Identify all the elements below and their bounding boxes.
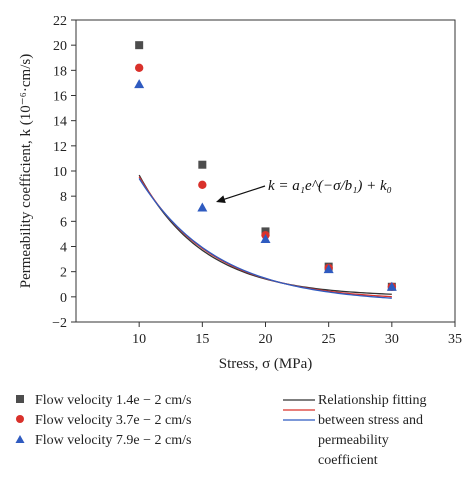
y-tick-label: 22 [53,14,67,29]
y-tick-label: 2 [60,266,67,281]
y-axis: −2 0 2 4 6 8 10 12 14 16 18 20 22 [52,14,76,331]
data-point-series-2 [134,63,144,73]
fit-curves [138,174,392,299]
y-tick-label: 16 [53,90,67,105]
chart: 10 15 20 25 30 35 −2 0 2 4 6 8 10 12 14 16 18 20 22 k = a… [18,14,462,372]
x-tick-label: 10 [132,332,146,347]
annotation-arrow [222,185,266,201]
fit-curve-3 [138,178,392,299]
y-tick-label: 18 [53,64,67,79]
x-tick-label: 35 [448,332,462,347]
legend-label-1: Flow velocity 1.4e − 2 cm/s [35,393,192,408]
y-tick-label: 0 [60,291,67,306]
y-tick-label: 14 [53,115,67,130]
y-tick-label: 10 [53,165,67,180]
data-point-series-1 [135,41,144,50]
x-tick-label: 15 [195,332,209,347]
fit-legend-line-text-4: coefficient [318,453,378,468]
legend: Flow velocity 1.4e − 2 cm/s Flow velocit… [0,388,474,478]
square-marker-icon [15,392,25,409]
y-tick-label: 12 [53,140,67,155]
x-tick-label: 30 [385,332,399,347]
legend-label-3: Flow velocity 7.9e − 2 cm/s [35,433,192,448]
data-point-series-2 [198,180,207,190]
fit-legend-lines [283,399,315,421]
data-point-series-1 [198,160,207,169]
data-point-series-3 [386,281,397,291]
plot-area-frame [75,19,456,323]
circle-marker-icon [15,412,25,429]
y-axis-title: Permeability coefficient, k (10⁻⁶·cm/s) [18,54,34,288]
fit-legend-line-text-3: permeability [318,433,389,448]
legend-label-2: Flow velocity 3.7e − 2 cm/s [35,413,192,428]
y-tick-label: 4 [60,241,67,256]
legend-item-3: Flow velocity 7.9e − 2 cm/s [15,432,191,449]
data-point-series-3 [134,79,145,89]
plot-frame [75,19,456,323]
legend-item-1: Flow velocity 1.4e − 2 cm/s [15,392,191,409]
x-axis: 10 15 20 25 30 35 [132,322,462,347]
fit-legend-line-text-2: between stress and [318,413,423,428]
annotation: k = a₁e^(−σ/b₁) + k₀ [216,178,392,204]
y-tick-label: 20 [53,39,67,54]
x-axis-title: Stress, σ (MPa) [219,356,313,372]
fit-equation: k = a₁e^(−σ/b₁) + k₀ [268,178,392,194]
data-point-series-3 [323,264,334,274]
fit-legend-text: Relationship fitting between stress and … [318,391,468,471]
x-tick-label: 25 [322,332,336,347]
y-tick-label: 8 [60,190,67,205]
data-points [134,41,397,291]
data-point-series-3 [197,202,208,212]
y-tick-label: −2 [52,316,67,331]
x-tick-label: 20 [259,332,273,347]
annotation-arrowhead [216,195,226,204]
legend-item-2: Flow velocity 3.7e − 2 cm/s [15,412,191,429]
y-tick-label: 6 [60,215,67,230]
data-point-series-3 [260,233,271,243]
triangle-marker-icon [15,432,25,449]
fit-legend-line-text-1: Relationship fitting [318,393,427,408]
